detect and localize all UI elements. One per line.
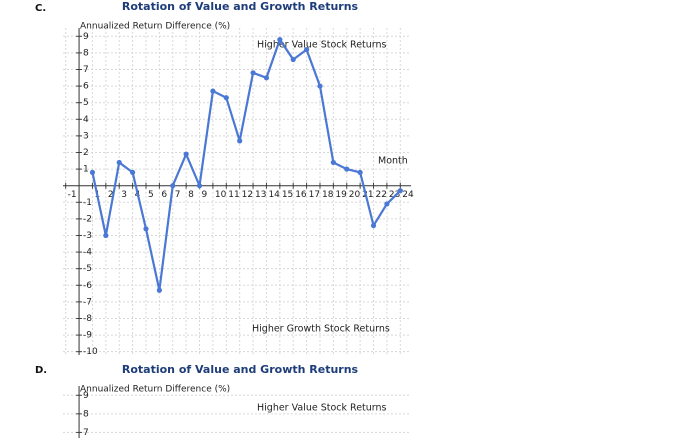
annotation: Higher Value Stock Returns xyxy=(257,403,387,414)
data-point xyxy=(277,37,283,43)
data-point xyxy=(263,75,270,81)
data-point xyxy=(237,138,243,144)
y-tick-label: -6 xyxy=(83,281,92,291)
x-tick-label: 18 xyxy=(322,190,334,200)
x-tick-label: 10 xyxy=(215,190,227,200)
x-tick-label: 20 xyxy=(349,190,361,200)
data-point xyxy=(156,287,162,293)
data-point xyxy=(89,169,96,176)
x-tick-label: 12 xyxy=(242,190,253,200)
y-tick-label: -1 xyxy=(83,198,92,208)
x-tick-label: 15 xyxy=(282,190,293,200)
x-tick-label: 5 xyxy=(148,190,154,200)
x-tick-label: -1 xyxy=(68,190,77,200)
data-point xyxy=(170,183,176,189)
x-tick-label: 24 xyxy=(402,190,414,200)
data-point xyxy=(143,226,149,232)
y-tick-label: 2 xyxy=(83,148,89,158)
y-axis-label: Annualized Return Difference (%) xyxy=(80,22,230,32)
x-tick-label: 13 xyxy=(255,190,266,200)
y-tick-label: -7 xyxy=(83,297,92,307)
x-tick-label: 22 xyxy=(376,190,387,200)
y-tick-label: -5 xyxy=(83,264,92,274)
y-tick-label: 5 xyxy=(83,98,89,108)
chart-label: D. xyxy=(35,365,47,376)
chart-title: Rotation of Value and Growth Returns xyxy=(122,363,359,376)
x-tick-label: 11 xyxy=(228,190,239,200)
data-point xyxy=(317,83,323,89)
data-point xyxy=(210,88,216,94)
data-point xyxy=(290,56,296,63)
data-point xyxy=(357,169,363,176)
chart-title: Rotation of Value and Growth Returns xyxy=(122,0,359,13)
data-point xyxy=(397,188,403,194)
y-tick-label: -3 xyxy=(83,231,92,241)
chart-label: C. xyxy=(35,3,46,14)
data-point xyxy=(183,151,189,157)
annotation: Higher Value Stock Returns xyxy=(257,40,387,51)
annotation: Month xyxy=(378,156,408,167)
y-tick-label: -9 xyxy=(83,331,92,341)
y-tick-label: 7 xyxy=(83,65,89,75)
y-tick-label: -2 xyxy=(83,214,92,224)
y-tick-label: -8 xyxy=(83,314,92,324)
y-tick-label: 1 xyxy=(83,165,89,175)
data-point xyxy=(130,169,136,176)
y-tick-label: 6 xyxy=(83,82,89,92)
y-tick-label: -4 xyxy=(83,248,92,258)
x-tick-label: 7 xyxy=(175,190,181,200)
data-point xyxy=(250,70,256,76)
x-tick-label: 17 xyxy=(309,190,320,200)
data-point xyxy=(370,222,377,229)
x-tick-label: 9 xyxy=(202,190,208,200)
y-tick-label: -10 xyxy=(83,347,98,357)
y-tick-label: 3 xyxy=(83,131,89,141)
x-tick-label: 14 xyxy=(268,190,280,200)
data-point xyxy=(330,159,336,166)
x-tick-label: 2 xyxy=(108,190,114,200)
data-point xyxy=(344,166,350,172)
data-line xyxy=(91,37,402,291)
y-tick-label: 9 xyxy=(83,391,89,401)
x-tick-label: 6 xyxy=(161,190,167,200)
y-axis-label: Annualized Return Difference (%) xyxy=(80,385,230,395)
data-point xyxy=(384,201,390,207)
y-tick-label: 7 xyxy=(83,428,89,438)
x-tick-label: 8 xyxy=(188,190,194,200)
x-tick-label: 19 xyxy=(335,190,347,200)
x-tick-label: 3 xyxy=(121,190,127,200)
x-tick-label: 21 xyxy=(362,190,373,200)
y-tick-label: 8 xyxy=(83,48,89,58)
x-tick-label: 16 xyxy=(295,190,307,200)
y-tick-label: 9 xyxy=(83,32,89,42)
data-point xyxy=(223,95,229,101)
y-tick-label: 8 xyxy=(83,409,89,419)
y-tick-label: 4 xyxy=(83,115,89,125)
annotation: Higher Growth Stock Returns xyxy=(252,324,390,335)
data-point xyxy=(304,46,310,53)
data-point xyxy=(116,159,122,166)
data-point xyxy=(103,232,109,239)
data-point xyxy=(196,183,203,189)
